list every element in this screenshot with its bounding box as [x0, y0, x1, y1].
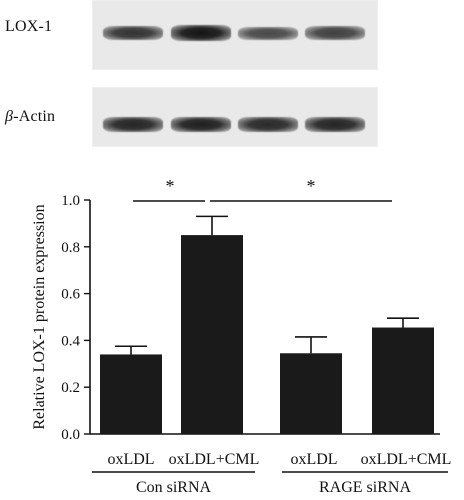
beta-symbol: β: [5, 108, 14, 125]
actin-band-lane-3: [238, 116, 298, 132]
y-tick-label: 0.4: [61, 333, 80, 349]
significance-star-2: *: [307, 176, 316, 196]
bar-3: [280, 353, 342, 434]
lox1-blot-label: LOX-1: [5, 18, 53, 35]
chart-labels: 0.0 0.2 0.4 0.6 0.8 1.0 Relative LOX-1 protein…: [31, 176, 451, 496]
significance-star-1: *: [166, 176, 175, 196]
actin-band-lane-1: [103, 116, 163, 132]
y-tick-label: 1.0: [61, 193, 80, 209]
y-tick-label: 0.0: [61, 427, 80, 443]
chart-bars: [100, 215, 434, 434]
category-label-4: oxLDL+CML: [361, 451, 452, 468]
group-label-1: Con siRNA: [136, 479, 212, 496]
category-label-1: oxLDL: [107, 451, 154, 468]
y-axis-label: Relative LOX-1 protein expression: [31, 204, 48, 429]
lox1-band-lane-4: [305, 26, 365, 40]
lox1-band-lane-1: [103, 26, 163, 40]
actin-blot-image: [92, 87, 378, 147]
lox1-band-lane-3: [238, 26, 298, 40]
lox1-band-lane-2: [171, 25, 231, 41]
lox1-blot-image: [92, 0, 378, 70]
group-label-2: RAGE siRNA: [319, 479, 411, 496]
actin-band-lane-2: [171, 116, 231, 132]
category-label-2: oxLDL+CML: [169, 451, 260, 468]
category-label-3: oxLDL: [290, 451, 337, 468]
bar-2: [181, 235, 243, 434]
y-tick-label: 0.2: [61, 380, 80, 396]
bar-4: [372, 327, 434, 434]
actin-band-lane-4: [305, 116, 365, 132]
actin-blot-label: β-Actin: [5, 108, 55, 126]
y-tick-label: 0.8: [61, 240, 80, 256]
y-tick-label: 0.6: [61, 287, 80, 303]
bar-1: [100, 354, 162, 434]
actin-label-text: -Actin: [13, 108, 56, 125]
